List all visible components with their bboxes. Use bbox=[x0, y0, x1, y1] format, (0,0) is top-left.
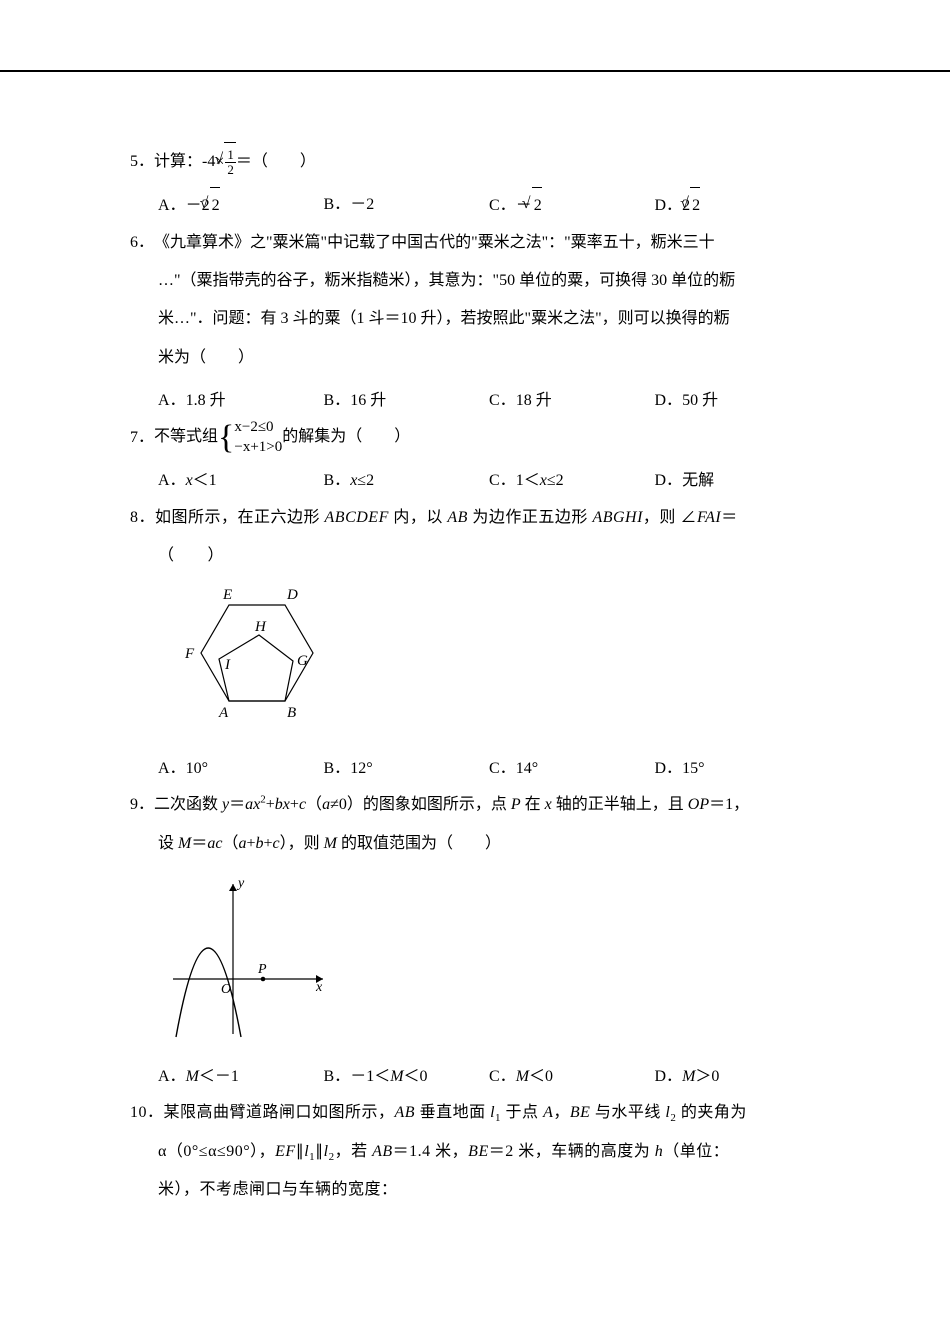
question-6: 6．《九章算术》之"粟米篇"中记载了中国古代的"粟米之法"："粟率五十，粝米三十… bbox=[130, 224, 820, 378]
q6-l0: 《九章算术》之"粟米篇"中记载了中国古代的"粟米之法"："粟率五十，粝米三十 bbox=[154, 234, 715, 251]
q5-opt-c: C．－2 bbox=[489, 187, 655, 223]
svg-text:G: G bbox=[297, 653, 308, 669]
q9-opt-c: C．M＜0 bbox=[489, 1059, 655, 1094]
q6-l3: 米为（ ） bbox=[130, 349, 254, 366]
q8-opt-c: C．14° bbox=[489, 751, 655, 786]
q8-l2: （ ） bbox=[130, 547, 224, 564]
page-content: 5．计算：-4×12＝（ ） A．－22 B．－2 C．－2 D．22 6．《九… bbox=[0, 70, 950, 1256]
svg-text:B: B bbox=[287, 705, 296, 721]
question-9: 9．二次函数 y＝ax2+bx+c（a≠0）的图象如图所示，点 P 在 x 轴的… bbox=[130, 786, 820, 863]
q5-expr: -4×12＝（ ） bbox=[202, 153, 316, 170]
svg-text:I: I bbox=[224, 657, 231, 673]
svg-text:O: O bbox=[221, 982, 231, 997]
question-5: 5．计算：-4×12＝（ ） bbox=[130, 142, 820, 181]
svg-text:y: y bbox=[236, 876, 245, 891]
question-10: 10．某限高曲臂道路闸口如图所示，AB 垂直地面 l1 于点 A，BE 与水平线… bbox=[130, 1094, 820, 1209]
q6-number: 6． bbox=[130, 224, 154, 262]
q10-l1: α（0°≤α≤90°），EF∥l1∥l2，若 AB＝1.4 米，BE＝2 米，车… bbox=[130, 1143, 729, 1160]
q8-l1: 如图所示，在正六边形 ABCDEF 内，以 AB 为边作正五边形 ABGHI，则… bbox=[155, 509, 738, 526]
q7-bot: −x+1>0 bbox=[234, 439, 282, 455]
q9-opt-d: D．M＞0 bbox=[655, 1059, 821, 1094]
q8-opt-a: A．10° bbox=[158, 751, 324, 786]
svg-text:F: F bbox=[184, 646, 195, 662]
q9-l1: 二次函数 y＝ax2+bx+c（a≠0）的图象如图所示，点 P 在 x 轴的正半… bbox=[154, 796, 749, 813]
parabola-diagram: y x O P bbox=[158, 869, 338, 1044]
q6-opt-c: C．18 升 bbox=[489, 383, 655, 418]
q8-opt-b: B．12° bbox=[324, 751, 490, 786]
hexagon-pentagon-diagram: EDCBAFGHI bbox=[158, 581, 318, 736]
question-8: 8．如图所示，在正六边形 ABCDEF 内，以 AB 为边作正五边形 ABGHI… bbox=[130, 499, 820, 576]
svg-text:A: A bbox=[218, 705, 229, 721]
q7-opt-d: D．无解 bbox=[655, 463, 821, 498]
q6-l2: 米…"．问题：有 3 斗的粟（1 斗＝10 升），若按照此"粟米之法"，则可以换… bbox=[130, 310, 730, 327]
question-7: 7．不等式组{x−2≤0−x+1>0的解集为（ ） bbox=[130, 418, 820, 457]
q5-opt-b: B．－2 bbox=[324, 187, 490, 223]
q8-figure: EDCBAFGHI bbox=[158, 581, 820, 741]
q5-number: 5． bbox=[130, 143, 154, 181]
q6-opt-b: B．16 升 bbox=[324, 383, 490, 418]
q8-options: A．10° B．12° C．14° D．15° bbox=[130, 751, 820, 786]
q7-number: 7． bbox=[130, 419, 154, 457]
q10-number: 10． bbox=[130, 1094, 164, 1132]
q7-opt-a: A．x＜1 bbox=[158, 463, 324, 498]
svg-text:H: H bbox=[254, 619, 267, 635]
svg-text:x: x bbox=[315, 980, 323, 995]
q6-l1: …"（粟指带壳的谷子，粝米指糙米），其意为："50 单位的粟，可换得 30 单位… bbox=[130, 272, 735, 289]
q9-options: A．M＜－1 B．－1＜M＜0 C．M＜0 D．M＞0 bbox=[130, 1059, 820, 1094]
q9-figure: y x O P bbox=[158, 869, 820, 1049]
q7-prefix: 不等式组 bbox=[154, 429, 218, 446]
q7-suffix: 的解集为（ ） bbox=[282, 429, 410, 446]
q6-options: A．1.8 升 B．16 升 C．18 升 D．50 升 bbox=[130, 383, 820, 418]
q6-opt-d: D．50 升 bbox=[655, 383, 821, 418]
q5-opt-a: A．－22 bbox=[158, 187, 324, 223]
q7-system: {x−2≤0−x+1>0 bbox=[218, 418, 282, 457]
q7-opt-b: B．x≤2 bbox=[324, 463, 490, 498]
q5-prefix: 计算： bbox=[154, 153, 202, 170]
q5-opt-d: D．22 bbox=[655, 187, 821, 223]
svg-text:D: D bbox=[286, 587, 298, 603]
q9-number: 9． bbox=[130, 786, 154, 824]
q7-options: A．x＜1 B．x≤2 C．1＜x≤2 D．无解 bbox=[130, 463, 820, 498]
q10-l2: 米），不考虑闸口与车辆的宽度： bbox=[130, 1181, 398, 1198]
q10-l0: 某限高曲臂道路闸口如图所示，AB 垂直地面 l1 于点 A，BE 与水平线 l2… bbox=[164, 1104, 747, 1121]
q8-number: 8． bbox=[130, 499, 155, 537]
q9-l2: 设 M＝ac（a+b+c），则 M 的取值范围为（ ） bbox=[130, 835, 501, 852]
q9-opt-a: A．M＜－1 bbox=[158, 1059, 324, 1094]
svg-text:P: P bbox=[257, 962, 267, 977]
q5-options: A．－22 B．－2 C．－2 D．22 bbox=[130, 187, 820, 223]
q9-opt-b: B．－1＜M＜0 bbox=[324, 1059, 490, 1094]
q8-opt-d: D．15° bbox=[655, 751, 821, 786]
svg-text:E: E bbox=[222, 587, 232, 603]
q7-opt-c: C．1＜x≤2 bbox=[489, 463, 655, 498]
q7-top: x−2≤0 bbox=[234, 419, 273, 435]
q6-opt-a: A．1.8 升 bbox=[158, 383, 324, 418]
